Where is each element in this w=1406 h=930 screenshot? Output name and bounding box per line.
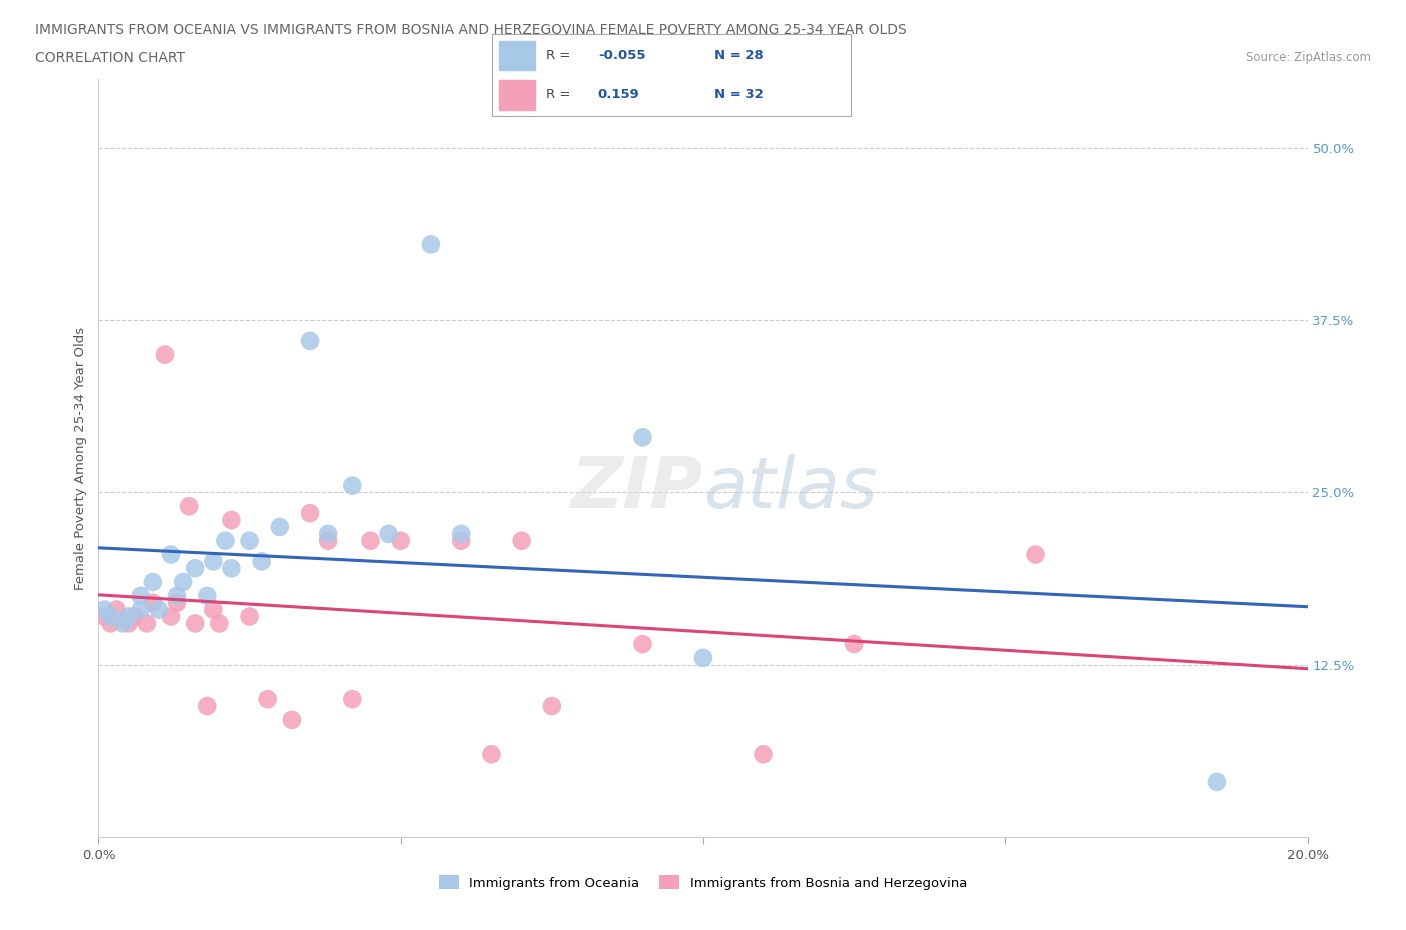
Point (142, 575, 165, 590)
Text: -0.055: -0.055 (598, 49, 645, 62)
Point (269, 520, 291, 535)
Y-axis label: Female Poverty Among 25-34 Year Olds: Female Poverty Among 25-34 Year Olds (75, 326, 87, 590)
Point (342, 478, 364, 493)
Point (256, 692, 278, 707)
Point (631, 637, 654, 652)
Point (510, 533, 533, 548)
Point (419, 237, 441, 252)
Point (129, 589, 152, 604)
Point (118, 616, 141, 631)
Point (342, 692, 364, 707)
Text: N = 32: N = 32 (714, 88, 763, 101)
Point (1024, 547, 1046, 562)
Text: N = 28: N = 28 (714, 49, 763, 62)
Legend: Immigrants from Oceania, Immigrants from Bosnia and Herzegovina: Immigrants from Oceania, Immigrants from… (433, 870, 973, 895)
Point (316, 526, 339, 541)
Point (172, 575, 194, 590)
Point (148, 603, 170, 618)
Point (316, 533, 339, 548)
Point (118, 609, 141, 624)
Text: R =: R = (546, 49, 571, 62)
Point (450, 533, 472, 548)
Point (214, 533, 236, 548)
Point (153, 347, 176, 362)
Text: 0.159: 0.159 (598, 88, 640, 101)
Point (184, 616, 207, 631)
Point (166, 589, 188, 604)
Point (93, 603, 115, 618)
Point (208, 616, 231, 631)
Point (377, 526, 399, 541)
Text: CORRELATION CHART: CORRELATION CHART (35, 51, 186, 65)
Point (481, 747, 503, 762)
Text: IMMIGRANTS FROM OCEANIA VS IMMIGRANTS FROM BOSNIA AND HERZEGOVINA FEMALE POVERTY: IMMIGRANTS FROM OCEANIA VS IMMIGRANTS FR… (35, 23, 907, 37)
Point (202, 603, 225, 618)
Point (160, 547, 183, 562)
Point (221, 561, 243, 576)
Point (160, 609, 183, 624)
Point (93, 609, 115, 624)
Point (195, 589, 218, 604)
Text: atlas: atlas (703, 454, 877, 523)
Text: ZIP: ZIP (571, 454, 703, 523)
Point (1206, 775, 1229, 790)
Point (177, 498, 201, 513)
Bar (499, 41, 536, 71)
Point (281, 712, 304, 727)
Point (111, 616, 134, 631)
Point (105, 603, 128, 618)
Point (844, 637, 866, 652)
Bar (499, 80, 536, 110)
Point (184, 561, 207, 576)
Point (250, 554, 273, 569)
Point (129, 603, 152, 618)
Point (221, 512, 243, 527)
Point (124, 609, 146, 624)
Point (135, 616, 157, 631)
Text: Source: ZipAtlas.com: Source: ZipAtlas.com (1246, 51, 1371, 64)
Point (360, 533, 382, 548)
Point (299, 506, 322, 521)
Point (166, 595, 188, 610)
Point (299, 334, 322, 349)
Text: R =: R = (546, 88, 571, 101)
Point (100, 609, 122, 624)
Point (142, 595, 165, 610)
Point (540, 698, 562, 713)
Point (100, 616, 122, 631)
Point (239, 533, 262, 548)
Point (450, 526, 472, 541)
Point (239, 609, 262, 624)
Point (692, 650, 714, 665)
Point (195, 698, 218, 713)
Point (202, 554, 225, 569)
Point (752, 747, 775, 762)
Point (631, 430, 654, 445)
Point (389, 533, 412, 548)
